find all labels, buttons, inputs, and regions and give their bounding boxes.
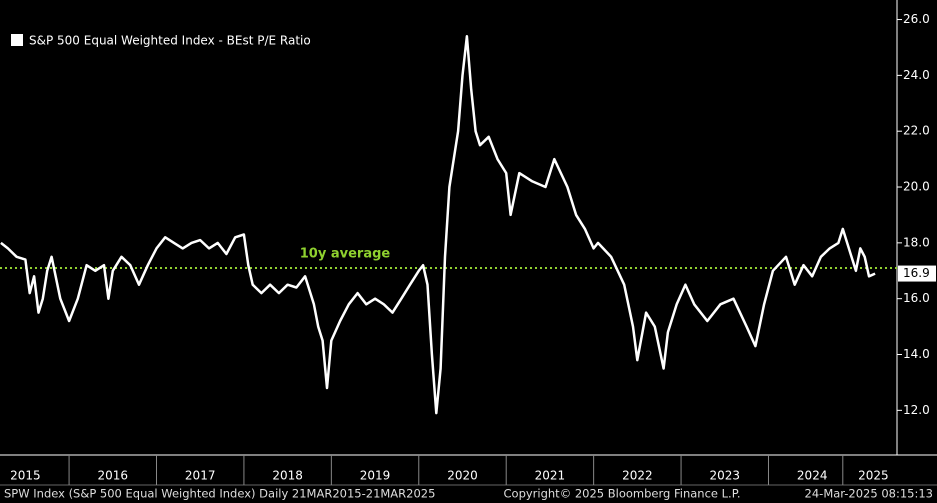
x-tick-label: 2024 xyxy=(797,469,828,483)
y-tick-label: 18.0 xyxy=(903,235,930,249)
x-tick-label: 2021 xyxy=(535,469,566,483)
last-value-box xyxy=(898,265,936,282)
footer-timestamp: 24-Mar-2025 08:15:13 xyxy=(805,487,933,501)
footer-source: SPW Index (S&P 500 Equal Weighted Index)… xyxy=(4,487,435,501)
y-tick-label: 22.0 xyxy=(903,124,930,138)
y-tick-label: 20.0 xyxy=(903,180,930,194)
last-value-label: 16.9 xyxy=(903,266,930,280)
footer-copyright: Copyright© 2025 Bloomberg Finance L.P. xyxy=(504,487,741,501)
legend-label: S&P 500 Equal Weighted Index - BEst P/E … xyxy=(29,34,311,48)
y-tick-label: 14.0 xyxy=(903,347,930,361)
y-tick-label: 24.0 xyxy=(903,68,930,82)
legend-swatch xyxy=(11,34,23,46)
y-tick-label: 12.0 xyxy=(903,403,930,417)
y-tick-label: 16.0 xyxy=(903,291,930,305)
x-tick-label: 2025 xyxy=(858,469,889,483)
reference-label: 10y average xyxy=(300,246,391,261)
x-tick-label: 2019 xyxy=(360,469,391,483)
x-tick-label: 2018 xyxy=(272,469,303,483)
x-tick-label: 2015 xyxy=(10,469,41,483)
legend-box xyxy=(4,28,328,52)
x-tick-label: 2022 xyxy=(622,469,653,483)
x-tick-label: 2017 xyxy=(185,469,216,483)
x-tick-label: 2016 xyxy=(98,469,129,483)
x-tick-label: 2020 xyxy=(447,469,478,483)
y-tick-label: 26.0 xyxy=(903,12,930,26)
line-series xyxy=(0,35,876,415)
x-tick-label: 2023 xyxy=(709,469,740,483)
